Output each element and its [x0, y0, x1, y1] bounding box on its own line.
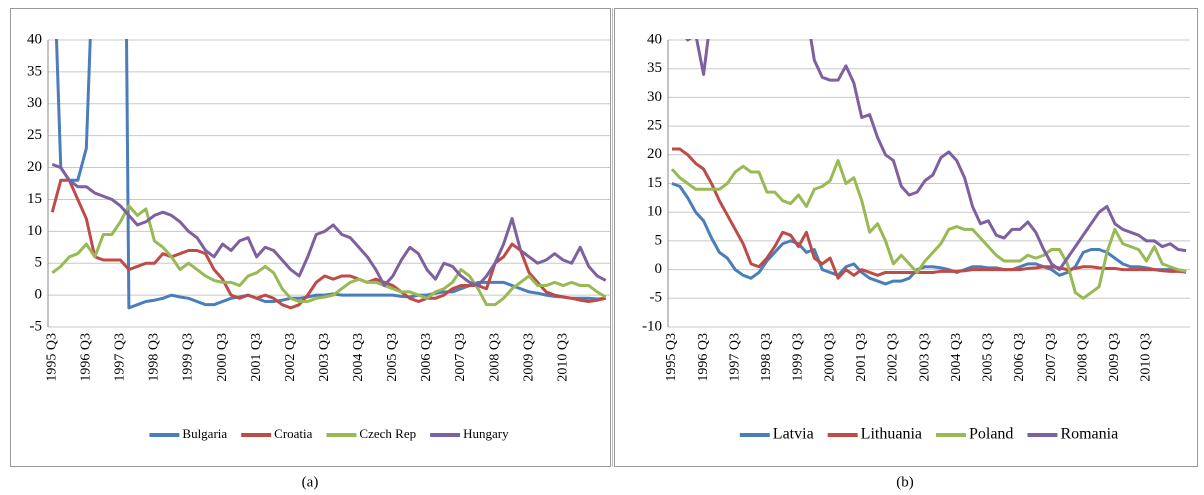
x-tick-label: 2010 Q3: [555, 333, 570, 382]
y-tick-label: 10: [27, 223, 42, 239]
y-tick-label: 40: [27, 31, 42, 47]
x-tick-label: 1997 Q3: [727, 333, 742, 382]
y-tick-label: 25: [27, 127, 42, 143]
caption: (b): [896, 474, 914, 490]
series-line: [54, 39, 606, 310]
x-tick-label: 2003 Q3: [317, 333, 332, 382]
y-tick-label: 40: [647, 31, 662, 47]
x-tick-label: 2004 Q3: [949, 333, 964, 382]
panel-frame: [10, 8, 611, 467]
x-tick-label: 2005 Q3: [981, 333, 996, 382]
y-tick-label: 30: [647, 89, 662, 105]
caption: (a): [302, 474, 319, 490]
x-tick-label: 2006 Q3: [1012, 333, 1027, 382]
y-tick-label: -5: [30, 318, 43, 334]
series-line: [671, 147, 1187, 280]
y-tick-label: 0: [655, 261, 663, 277]
series-line: [670, 159, 1187, 300]
y-tick-label: 35: [647, 60, 662, 76]
x-tick-label: 2009 Q3: [521, 333, 536, 382]
legend-label: Lithuania: [861, 426, 922, 443]
y-tick-label: 5: [655, 232, 663, 248]
x-tick-label: 2004 Q3: [351, 333, 366, 382]
x-tick-label: 2010 Q3: [1139, 333, 1154, 382]
legend: Latvia Lithuania Poland Romania: [739, 426, 1118, 443]
x-tick-label: 2007 Q3: [453, 333, 468, 382]
y-tick-label: 30: [27, 95, 42, 111]
y-tick-label: 0: [35, 287, 43, 303]
x-tick-label: 2002 Q3: [886, 333, 901, 382]
x-tick-label: 2008 Q3: [487, 333, 502, 382]
x-tick-label: 2000 Q3: [215, 333, 230, 382]
x-tick-label: 1995 Q3: [44, 333, 59, 382]
y-tick-label: 20: [647, 146, 662, 162]
legend-label: Poland: [969, 426, 1013, 443]
x-tick-label: 2005 Q3: [385, 333, 400, 382]
legend-label: Romania: [1060, 426, 1118, 443]
series-line: [671, 182, 1187, 286]
y-tick-label: 5: [35, 255, 43, 271]
x-tick-label: 2009 Q3: [1107, 333, 1122, 382]
x-tick-label: 1998 Q3: [147, 333, 162, 382]
x-tick-label: 1996 Q3: [696, 333, 711, 382]
series-line: [51, 204, 607, 307]
x-tick-label: 2002 Q3: [283, 333, 298, 382]
legend-label: Czech Rep: [359, 426, 416, 441]
panel-frame: [614, 8, 1198, 467]
x-tick-label: 2001 Q3: [249, 333, 264, 382]
x-tick-label: 2006 Q3: [419, 333, 434, 382]
y-tick-label: 20: [27, 159, 42, 175]
x-tick-label: 2001 Q3: [854, 333, 869, 382]
series-line: [50, 178, 607, 310]
legend-label: Hungary: [463, 426, 509, 441]
y-tick-label: 35: [27, 63, 42, 79]
x-tick-label: 1997 Q3: [113, 333, 128, 382]
legend-label: Latvia: [773, 426, 814, 443]
y-tick-label: -5: [650, 290, 663, 306]
legend-label: Bulgaria: [182, 426, 227, 441]
y-tick-label: 10: [647, 204, 662, 220]
y-tick-label: 25: [647, 118, 662, 134]
x-tick-label: 2003 Q3: [917, 333, 932, 382]
x-tick-label: 1995 Q3: [664, 333, 679, 382]
x-tick-label: 2007 Q3: [1044, 333, 1059, 382]
y-tick-label: 15: [647, 175, 662, 191]
x-tick-label: 2008 Q3: [1075, 333, 1090, 382]
legend: Bulgaria Croatia Czech Rep Hungary: [149, 426, 509, 441]
legend-label: Croatia: [274, 426, 312, 441]
x-tick-label: 1999 Q3: [791, 333, 806, 382]
x-tick-label: 1996 Q3: [79, 333, 94, 382]
series-line: [685, 39, 1187, 272]
x-tick-label: 1998 Q3: [759, 333, 774, 382]
y-tick-label: -10: [642, 318, 662, 334]
x-tick-label: 2000 Q3: [822, 333, 837, 382]
y-tick-label: 15: [27, 191, 42, 207]
series-line: [51, 162, 607, 288]
x-tick-label: 1999 Q3: [181, 333, 196, 382]
